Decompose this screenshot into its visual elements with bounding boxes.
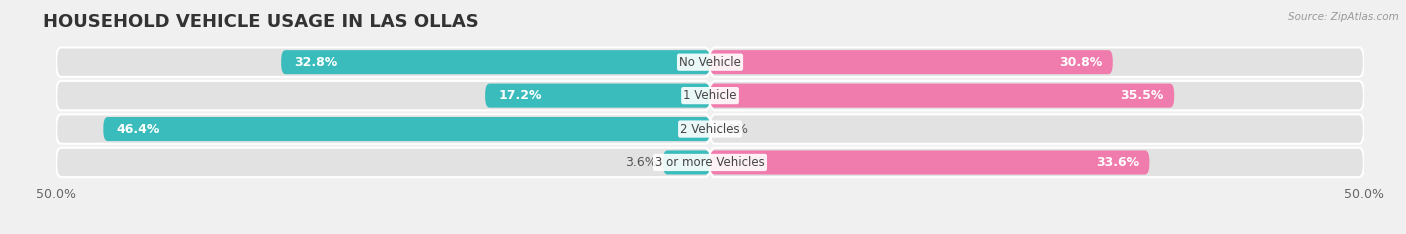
FancyBboxPatch shape <box>56 114 710 144</box>
FancyBboxPatch shape <box>281 50 710 74</box>
Text: 35.5%: 35.5% <box>1121 89 1164 102</box>
Text: 2 Vehicles: 2 Vehicles <box>681 123 740 135</box>
FancyBboxPatch shape <box>710 81 1364 110</box>
FancyBboxPatch shape <box>710 114 1364 144</box>
Text: 30.8%: 30.8% <box>1059 56 1102 69</box>
FancyBboxPatch shape <box>710 150 1149 175</box>
Text: 3.6%: 3.6% <box>624 156 657 169</box>
FancyBboxPatch shape <box>56 148 710 177</box>
Text: 32.8%: 32.8% <box>294 56 337 69</box>
Text: No Vehicle: No Vehicle <box>679 56 741 69</box>
Text: 33.6%: 33.6% <box>1095 156 1139 169</box>
FancyBboxPatch shape <box>710 148 1364 177</box>
FancyBboxPatch shape <box>710 50 1112 74</box>
Legend: Owner-occupied, Renter-occupied: Owner-occupied, Renter-occupied <box>575 230 845 234</box>
Text: Source: ZipAtlas.com: Source: ZipAtlas.com <box>1288 12 1399 22</box>
Text: 1 Vehicle: 1 Vehicle <box>683 89 737 102</box>
Text: 3 or more Vehicles: 3 or more Vehicles <box>655 156 765 169</box>
FancyBboxPatch shape <box>710 84 1174 108</box>
FancyBboxPatch shape <box>56 48 710 77</box>
FancyBboxPatch shape <box>103 117 710 141</box>
Text: 0.0%: 0.0% <box>717 123 748 135</box>
FancyBboxPatch shape <box>485 84 710 108</box>
FancyBboxPatch shape <box>664 150 710 175</box>
FancyBboxPatch shape <box>710 48 1364 77</box>
FancyBboxPatch shape <box>56 81 710 110</box>
Text: 46.4%: 46.4% <box>117 123 160 135</box>
Text: HOUSEHOLD VEHICLE USAGE IN LAS OLLAS: HOUSEHOLD VEHICLE USAGE IN LAS OLLAS <box>44 13 479 31</box>
Text: 17.2%: 17.2% <box>498 89 541 102</box>
